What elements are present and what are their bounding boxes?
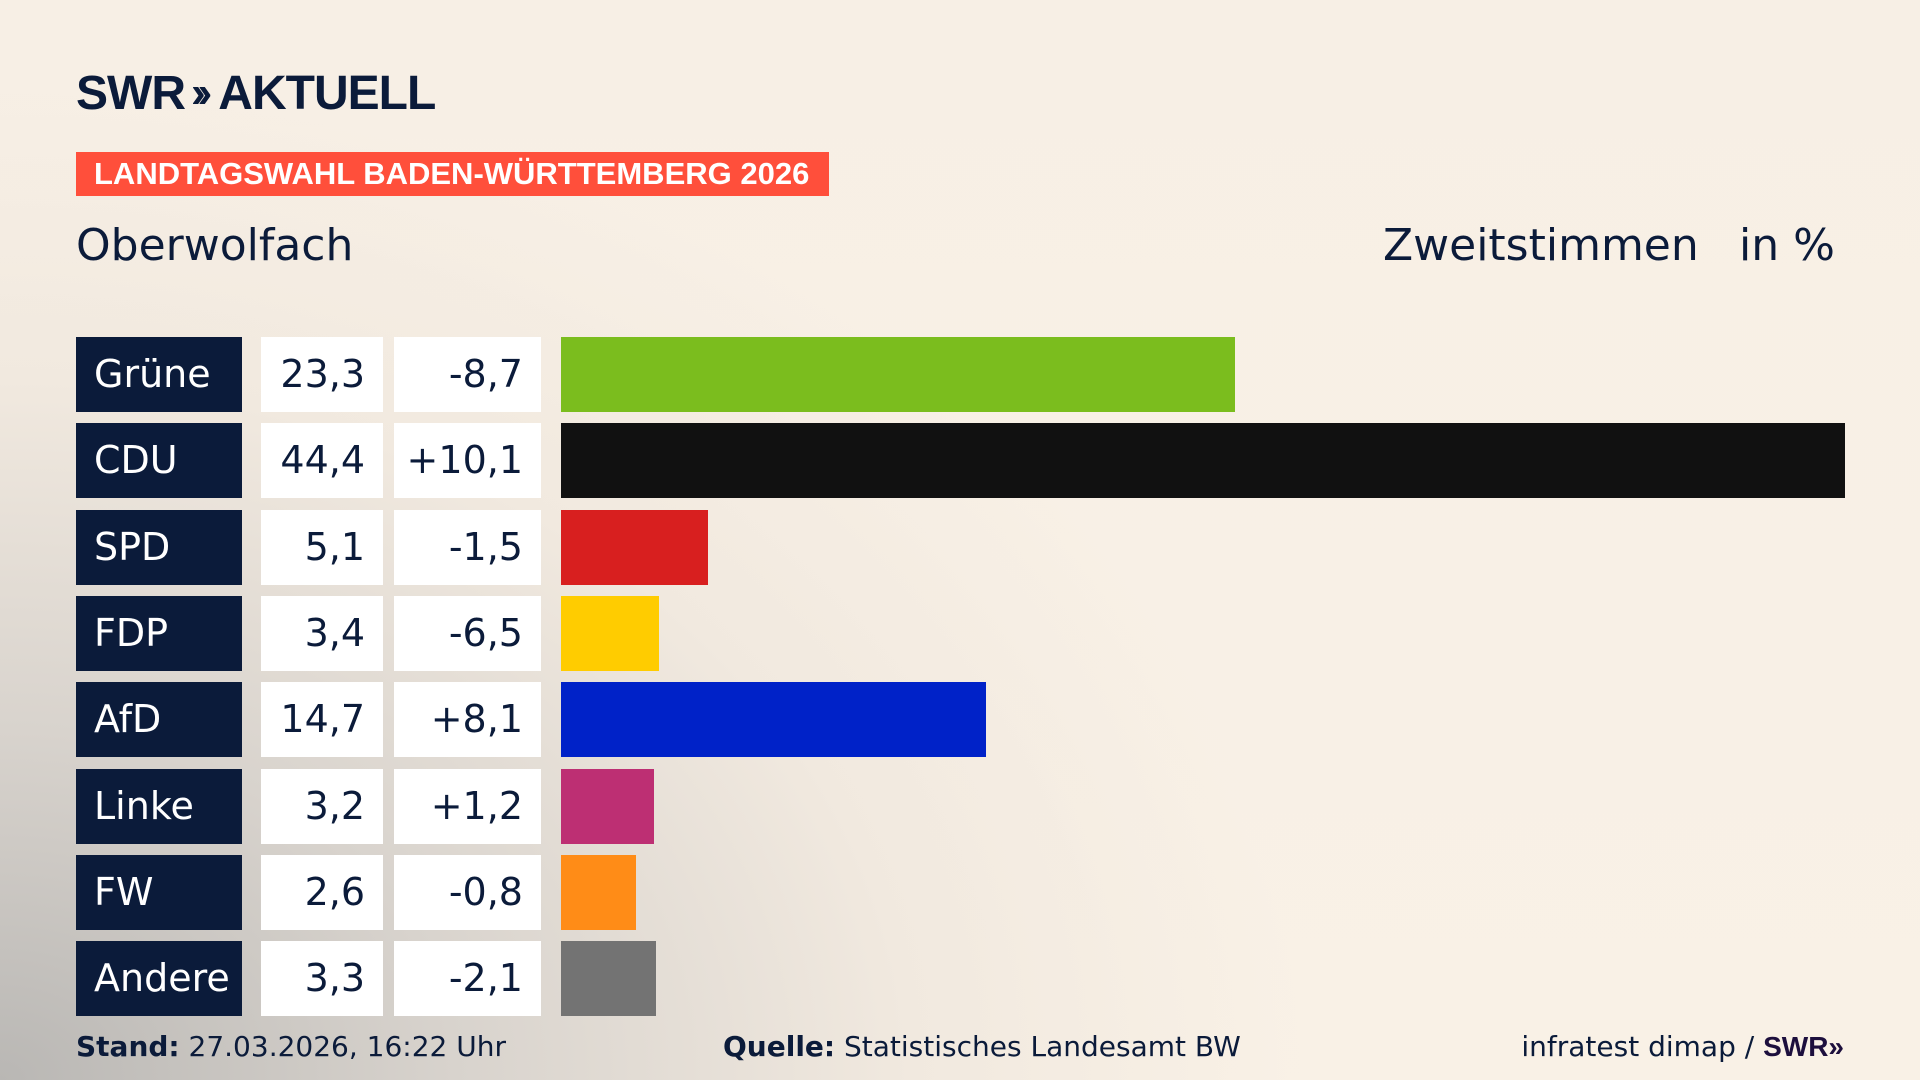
party-label: FW — [76, 854, 242, 930]
party-label: SPD — [76, 509, 242, 585]
value-label: 3,2 — [261, 768, 383, 844]
credit: infratest dimap / SWR» — [1521, 1030, 1844, 1063]
result-row: FW 2,6 -0,8 — [0, 854, 1920, 930]
result-row: CDU 44,4 +10,1 — [0, 423, 1920, 499]
result-row: AfD 14,7 +8,1 — [0, 682, 1920, 758]
stand-label: Stand: — [76, 1030, 180, 1063]
value-label: 44,4 — [261, 423, 383, 499]
change-label: +1,2 — [394, 768, 541, 844]
value-label: 14,7 — [261, 682, 383, 758]
value-label: 23,3 — [261, 337, 383, 412]
change-label: -1,5 — [394, 509, 541, 585]
change-label: -2,1 — [394, 941, 541, 1017]
double-chevron-icon: » — [1828, 1031, 1844, 1062]
party-label: CDU — [76, 423, 242, 499]
change-label: -6,5 — [394, 595, 541, 671]
change-label: -8,7 — [394, 337, 541, 412]
change-label: +10,1 — [394, 423, 541, 499]
measure-label: Zweitstimmen — [1383, 220, 1699, 271]
bar — [561, 509, 709, 585]
source: Quelle: Statistisches Landesamt BW — [723, 1030, 1241, 1063]
change-label: -0,8 — [394, 854, 541, 930]
election-banner: LANDTAGSWAHL BADEN-WÜRTTEMBERG 2026 — [76, 152, 829, 196]
timestamp: Stand: 27.03.2026, 16:22 Uhr — [76, 1030, 506, 1063]
value-label: 3,3 — [261, 941, 383, 1017]
bar — [561, 768, 654, 844]
value-label: 3,4 — [261, 595, 383, 671]
change-label: +8,1 — [394, 682, 541, 758]
credit-swr-logo: SWR — [1763, 1031, 1829, 1062]
result-row: SPD 5,1 -1,5 — [0, 509, 1920, 585]
result-row: Grüne 23,3 -8,7 — [0, 337, 1920, 412]
value-label: 2,6 — [261, 854, 383, 930]
stand-value: 27.03.2026, 16:22 Uhr — [188, 1030, 506, 1063]
bar — [561, 595, 660, 671]
region-title: Oberwolfach — [76, 220, 354, 271]
credit-text: infratest dimap / — [1521, 1030, 1755, 1063]
result-row: Linke 3,2 +1,2 — [0, 768, 1920, 844]
swr-aktuell-logo: SWR ›› AKTUELL — [76, 67, 436, 120]
source-value: Statistisches Landesamt BW — [844, 1030, 1241, 1063]
party-label: Andere — [76, 941, 242, 1017]
party-label: AfD — [76, 682, 242, 758]
bar — [561, 854, 637, 930]
result-row: FDP 3,4 -6,5 — [0, 595, 1920, 671]
bar — [561, 682, 987, 758]
double-chevron-icon: ›› — [190, 68, 213, 117]
party-label: Grüne — [76, 337, 242, 412]
value-label: 5,1 — [261, 509, 383, 585]
bar — [561, 423, 1845, 499]
bar — [561, 941, 657, 1017]
unit-label: in % — [1739, 220, 1835, 271]
logo-aktuell: AKTUELL — [218, 66, 436, 120]
result-row: Andere 3,3 -2,1 — [0, 941, 1920, 1017]
source-label: Quelle: — [723, 1030, 836, 1063]
logo-swr: SWR — [76, 66, 186, 120]
party-label: FDP — [76, 595, 242, 671]
party-label: Linke — [76, 768, 242, 844]
bar — [561, 337, 1235, 412]
